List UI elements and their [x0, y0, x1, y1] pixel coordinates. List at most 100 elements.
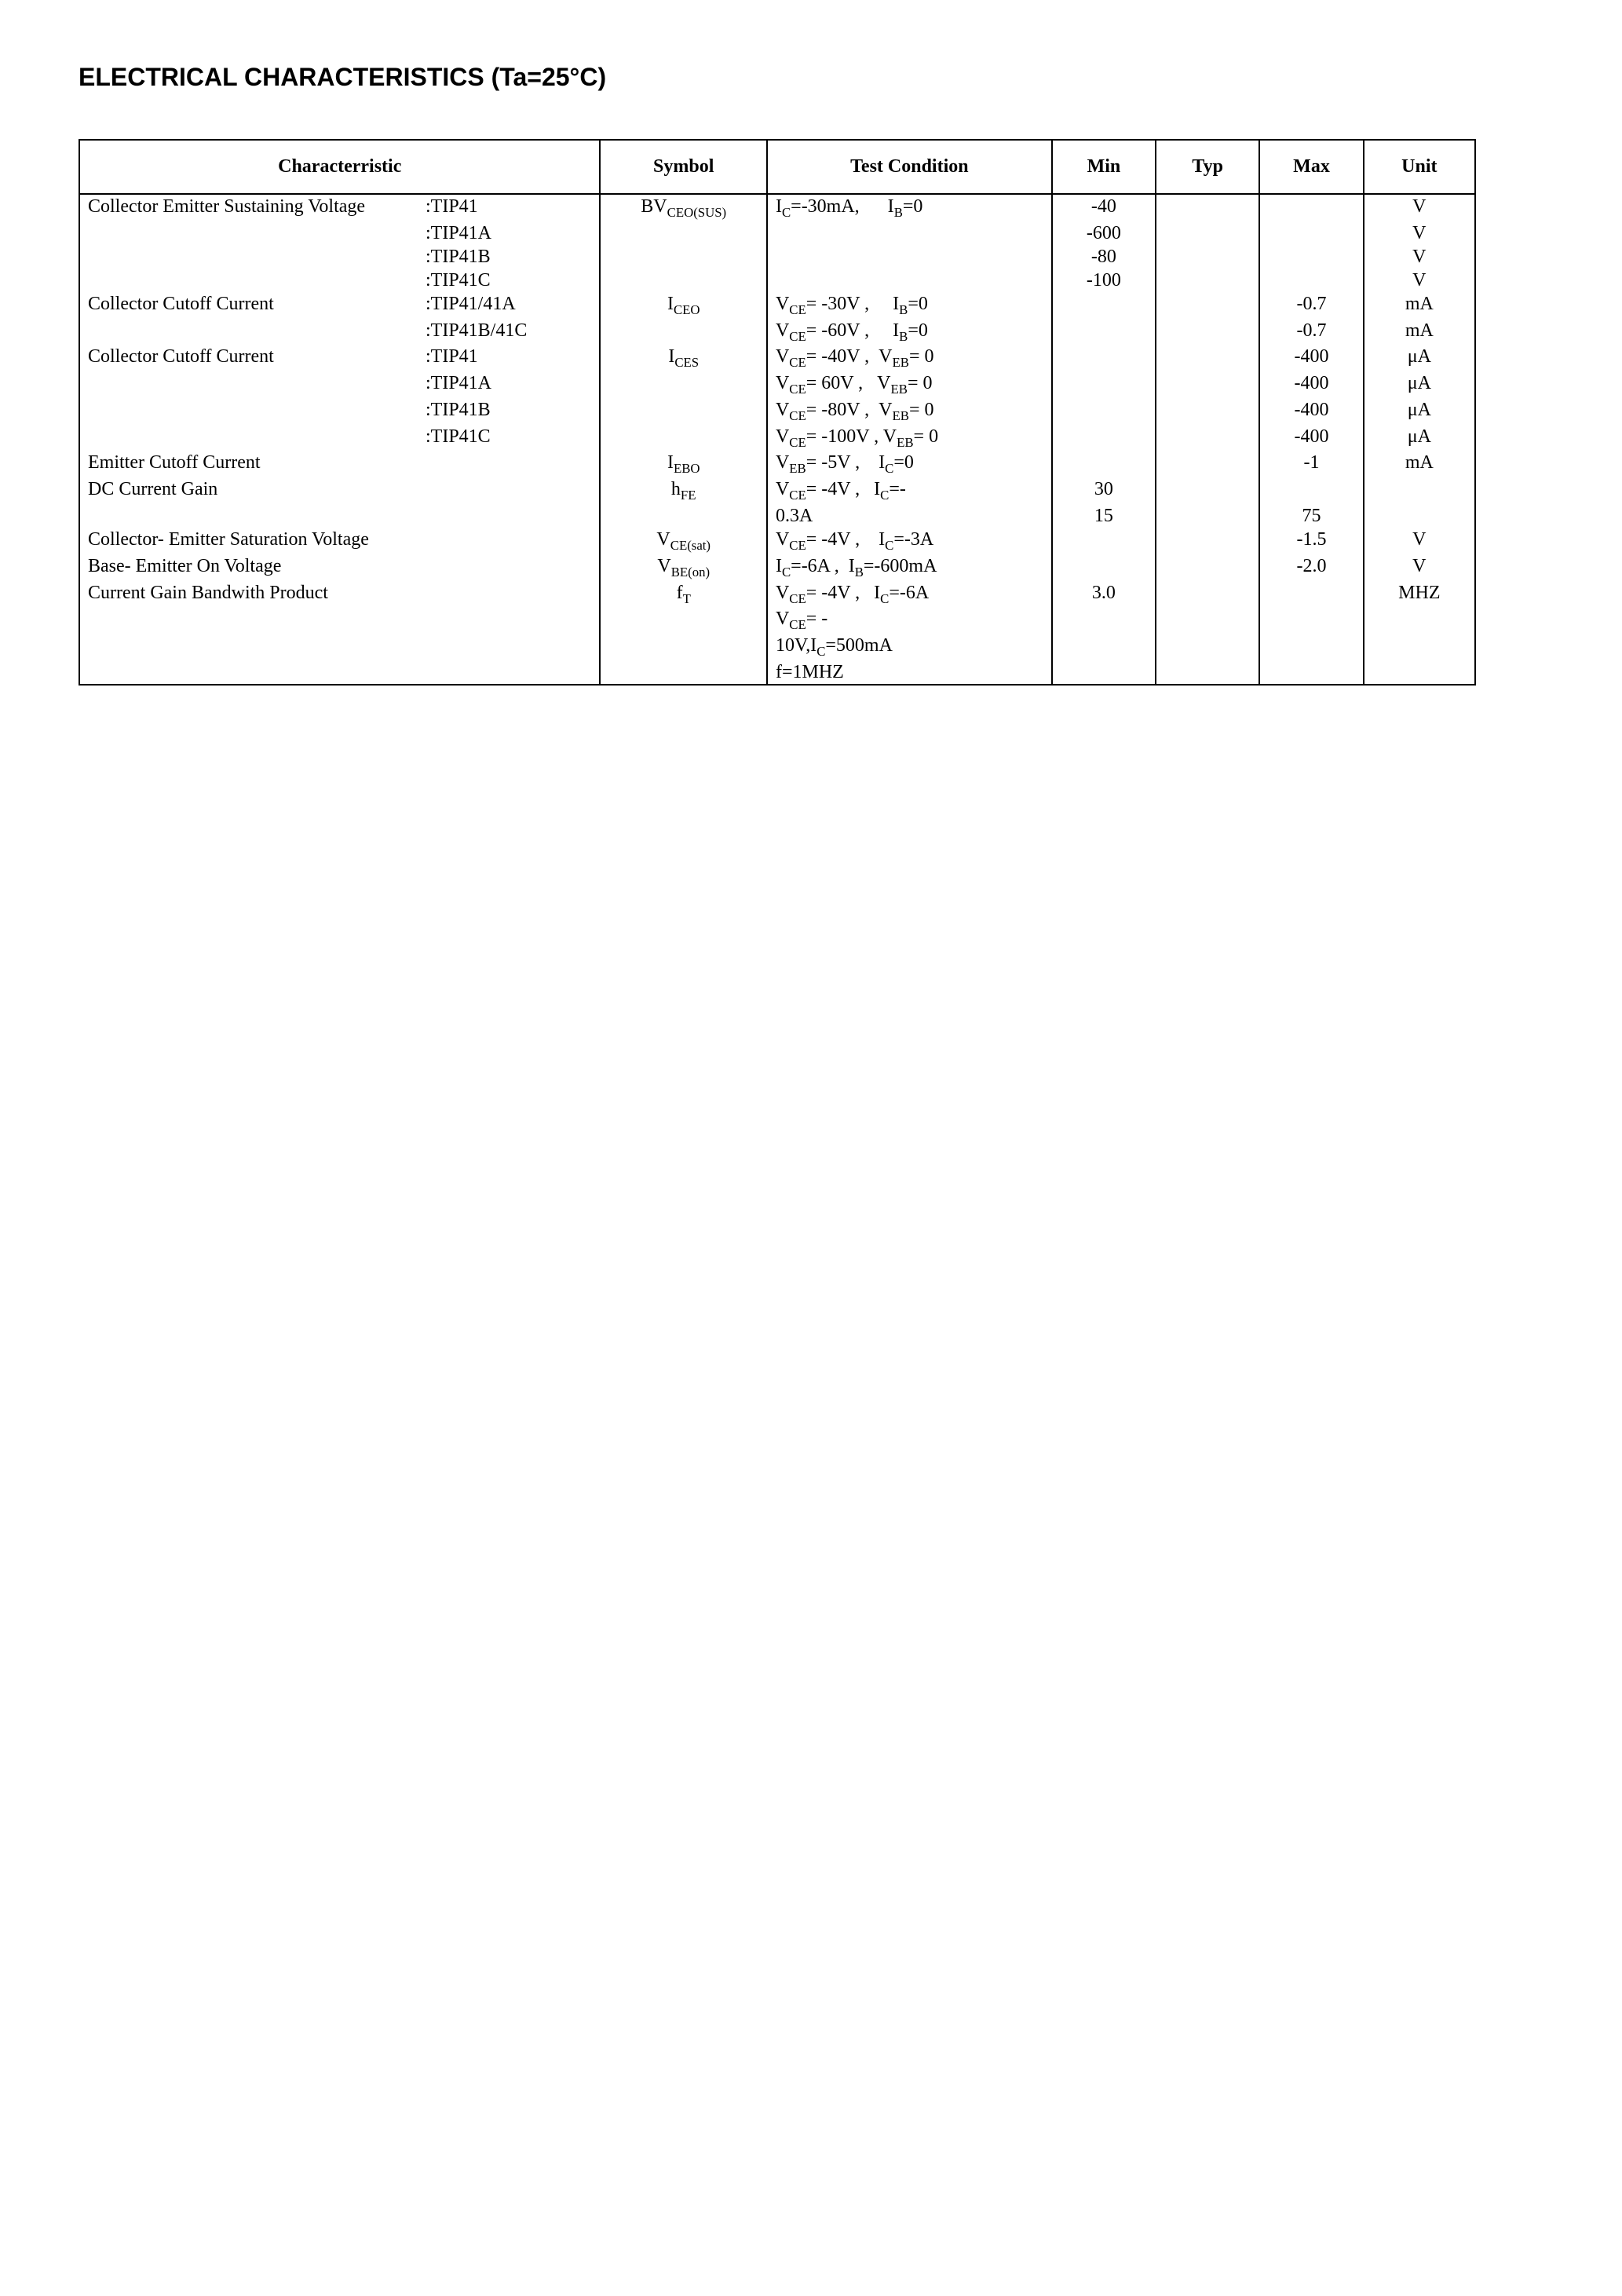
cell-max: -400 — [1259, 398, 1363, 425]
cell-unit: V — [1364, 245, 1475, 269]
cell-unit: mA — [1364, 292, 1475, 319]
cell-symbol — [600, 245, 766, 269]
cell-condition — [767, 269, 1052, 292]
table-row: f=1MHZ — [79, 660, 1475, 685]
cell-typ — [1156, 477, 1259, 504]
cell-max — [1259, 607, 1363, 634]
characteristic-name: Collector- Emitter Saturation Voltage — [88, 528, 426, 551]
table-row: Collector Cutoff Current:TIP41/41AICEOVC… — [79, 292, 1475, 319]
cell-condition — [767, 245, 1052, 269]
cell-typ — [1156, 554, 1259, 581]
cell-characteristic — [79, 660, 600, 685]
cell-min — [1052, 345, 1156, 371]
header-typ: Typ — [1156, 140, 1259, 194]
cell-max — [1259, 660, 1363, 685]
cell-condition — [767, 221, 1052, 245]
header-unit: Unit — [1364, 140, 1475, 194]
cell-typ — [1156, 319, 1259, 345]
cell-unit: V — [1364, 528, 1475, 554]
cell-typ — [1156, 528, 1259, 554]
cell-condition: VCE= -100V , VEB= 0 — [767, 425, 1052, 452]
cell-unit: V — [1364, 269, 1475, 292]
cell-min: 30 — [1052, 477, 1156, 504]
cell-condition: VEB= -5V , IC=0 — [767, 451, 1052, 477]
header-symbol: Symbol — [600, 140, 766, 194]
cell-condition: 10V,IC=500mA — [767, 634, 1052, 660]
cell-typ — [1156, 245, 1259, 269]
cell-max — [1259, 269, 1363, 292]
cell-condition: VCE= -40V , VEB= 0 — [767, 345, 1052, 371]
cell-max: -1 — [1259, 451, 1363, 477]
cell-min — [1052, 319, 1156, 345]
cell-symbol: IEBO — [600, 451, 766, 477]
header-characteristic: Characterristic — [79, 140, 600, 194]
cell-max: -0.7 — [1259, 319, 1363, 345]
cell-symbol — [600, 607, 766, 634]
table-header-row: Characterristic Symbol Test Condition Mi… — [79, 140, 1475, 194]
characteristic-name: Collector Cutoff Current — [88, 345, 426, 368]
cell-characteristic: Emitter Cutoff Current — [79, 451, 600, 477]
cell-symbol — [600, 221, 766, 245]
cell-symbol: VBE(on) — [600, 554, 766, 581]
characteristic-variant: :TIP41C — [426, 269, 491, 292]
cell-min: -80 — [1052, 245, 1156, 269]
cell-max: -400 — [1259, 371, 1363, 398]
cell-min: 3.0 — [1052, 581, 1156, 608]
characteristic-variant: :TIP41A — [426, 371, 491, 395]
cell-max — [1259, 194, 1363, 221]
cell-condition: VCE= -30V , IB=0 — [767, 292, 1052, 319]
cell-characteristic: :TIP41B/41C — [79, 319, 600, 345]
table-row: Collector- Emitter Saturation Voltage VCE… — [79, 528, 1475, 554]
cell-min — [1052, 398, 1156, 425]
characteristic-name: Emitter Cutoff Current — [88, 451, 426, 474]
cell-max: -2.0 — [1259, 554, 1363, 581]
cell-typ — [1156, 194, 1259, 221]
cell-max: -0.7 — [1259, 292, 1363, 319]
cell-typ — [1156, 345, 1259, 371]
cell-characteristic — [79, 607, 600, 634]
cell-unit — [1364, 660, 1475, 685]
characteristic-variant: :TIP41/41A — [426, 292, 516, 316]
cell-characteristic — [79, 634, 600, 660]
cell-typ — [1156, 504, 1259, 528]
cell-condition: VCE= -4V , IC=-6A — [767, 581, 1052, 608]
cell-symbol — [600, 398, 766, 425]
cell-unit: MHZ — [1364, 581, 1475, 608]
cell-characteristic: :TIP41B — [79, 245, 600, 269]
table-row: VCE= - — [79, 607, 1475, 634]
characteristic-name: Collector Emitter Sustaining Voltage — [88, 195, 426, 218]
table-row: :TIP41C-100V — [79, 269, 1475, 292]
table-row: Current Gain Bandwith ProductfTVCE= -4V … — [79, 581, 1475, 608]
characteristic-variant: :TIP41 — [426, 195, 478, 218]
cell-symbol — [600, 660, 766, 685]
cell-condition: VCE= -4V , IC=-3A — [767, 528, 1052, 554]
table-row: Emitter Cutoff Current IEBOVEB= -5V , IC=… — [79, 451, 1475, 477]
electrical-characteristics-table: Characterristic Symbol Test Condition Mi… — [79, 139, 1476, 686]
cell-min — [1052, 554, 1156, 581]
table-row: Collector Emitter Sustaining Voltage:TIP… — [79, 194, 1475, 221]
characteristic-variant: :TIP41B — [426, 245, 491, 269]
cell-typ — [1156, 221, 1259, 245]
cell-unit — [1364, 504, 1475, 528]
cell-symbol: hFE — [600, 477, 766, 504]
characteristic-name: DC Current Gain — [88, 477, 426, 501]
cell-max — [1259, 245, 1363, 269]
cell-characteristic: :TIP41B — [79, 398, 600, 425]
cell-unit — [1364, 607, 1475, 634]
cell-symbol — [600, 371, 766, 398]
cell-min — [1052, 425, 1156, 452]
cell-typ — [1156, 607, 1259, 634]
table-row: :TIP41AVCE= 60V , VEB= 0-400μA — [79, 371, 1475, 398]
cell-condition: IC=-6A , IB=-600mA — [767, 554, 1052, 581]
cell-max: -400 — [1259, 425, 1363, 452]
table-row: :TIP41A-600V — [79, 221, 1475, 245]
characteristic-variant: :TIP41C — [426, 425, 491, 448]
section-title: ELECTRICAL CHARACTERISTICS (Ta=25°C) — [79, 63, 1543, 92]
cell-min: 15 — [1052, 504, 1156, 528]
cell-min: -40 — [1052, 194, 1156, 221]
cell-min — [1052, 292, 1156, 319]
table-row: :TIP41CVCE= -100V , VEB= 0-400μA — [79, 425, 1475, 452]
cell-characteristic: :TIP41C — [79, 425, 600, 452]
cell-symbol — [600, 634, 766, 660]
cell-typ — [1156, 451, 1259, 477]
